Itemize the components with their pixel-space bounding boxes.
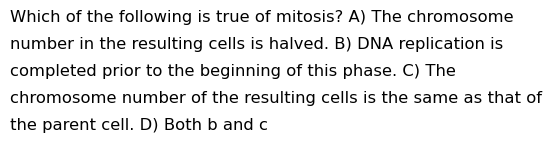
Text: Which of the following is true of mitosis? A) The chromosome: Which of the following is true of mitosi… xyxy=(10,10,514,25)
Text: chromosome number of the resulting cells is the same as that of: chromosome number of the resulting cells… xyxy=(10,91,542,106)
Text: the parent cell. D) Both b and c: the parent cell. D) Both b and c xyxy=(10,118,268,133)
Text: completed prior to the beginning of this phase. C) The: completed prior to the beginning of this… xyxy=(10,64,456,79)
Text: number in the resulting cells is halved. B) DNA replication is: number in the resulting cells is halved.… xyxy=(10,37,503,52)
